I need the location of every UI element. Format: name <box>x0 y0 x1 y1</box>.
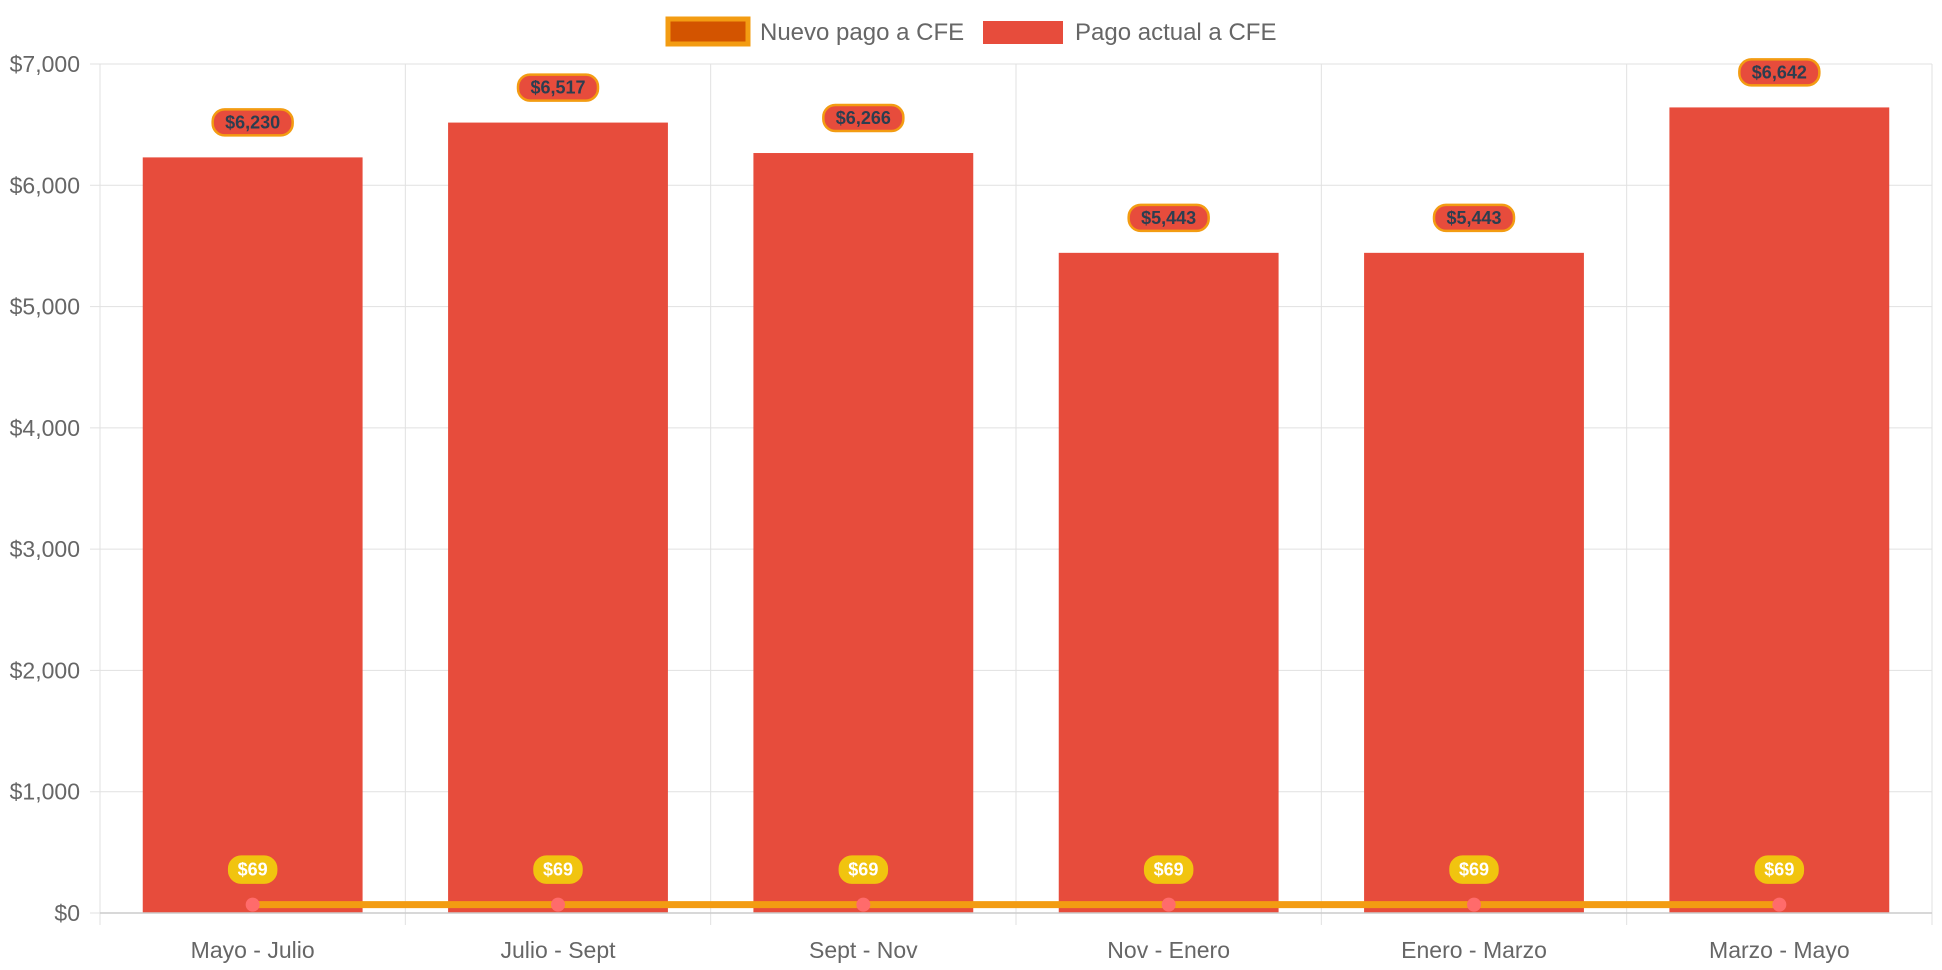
bar-data-label-text: $6,266 <box>836 108 891 128</box>
y-tick-label: $1,000 <box>10 779 80 805</box>
bar-data-label: $5,443 <box>1127 203 1210 233</box>
legend-label-current-payment: Pago actual a CFE <box>1075 19 1276 46</box>
line-data-label-bg <box>1449 855 1499 884</box>
line-data-label-text: $69 <box>848 860 878 880</box>
line-point-new-payment[interactable] <box>245 897 260 912</box>
bar-current-payment[interactable] <box>1669 107 1890 913</box>
bar-data-label: $6,517 <box>516 73 600 102</box>
bar-current-payment[interactable] <box>448 122 668 914</box>
line-data-label: $69 <box>227 855 278 884</box>
x-tick-label: Sept - Nov <box>809 937 918 963</box>
bar-data-label-text: $6,517 <box>530 78 585 98</box>
line-point-new-payment[interactable] <box>1467 897 1481 912</box>
y-tick-label: $5,000 <box>10 294 80 320</box>
bar-current-payment[interactable] <box>1058 252 1279 913</box>
line-data-label: $69 <box>1754 855 1805 884</box>
bar-data-label-bg <box>211 108 294 137</box>
bar-data-label: $5,443 <box>1432 203 1516 233</box>
bar-data-label-bg <box>822 103 905 133</box>
y-tick-label: $6,000 <box>10 172 80 198</box>
line-data-label-text: $69 <box>238 860 268 880</box>
line-data-label: $69 <box>533 855 583 884</box>
line-data-label-text: $69 <box>543 860 573 880</box>
line-data-label-bg <box>838 855 889 884</box>
axes: $0 $1,000 $2,000 $3,000 $4,000 $5,000 $6,000 $7… <box>10 51 1932 963</box>
x-tick-label: Nov - Enero <box>1107 937 1230 963</box>
bar-current-payment[interactable] <box>142 157 363 913</box>
bar-current-payment[interactable] <box>753 153 974 914</box>
bar-data-label-text: $6,642 <box>1752 62 1807 82</box>
bar-data-label-text: $5,443 <box>1446 208 1501 228</box>
bar-data-label-text: $6,230 <box>225 112 280 132</box>
line-data-label-bg <box>1754 855 1805 884</box>
line-data-label-bg <box>533 855 583 884</box>
line-data-label-text: $69 <box>1154 860 1184 880</box>
legend: Nuevo pago a CFE Pago actual a CFE <box>665 16 1276 47</box>
bar-data-label-text: $5,443 <box>1141 208 1196 228</box>
bar-data-label-bg <box>1127 203 1210 233</box>
legend-swatch-current-payment <box>983 21 1063 44</box>
x-tick-label: Marzo - Mayo <box>1709 937 1850 963</box>
line-data-label: $69 <box>838 855 889 884</box>
x-tick-label: Mayo - Julio <box>191 937 315 963</box>
bar-data-label: $6,230 <box>211 108 294 137</box>
bar-data-label-bg <box>516 73 600 102</box>
bar-current-payment[interactable] <box>1364 252 1584 913</box>
y-tick-label: $3,000 <box>10 536 80 562</box>
data-labels: $6,230 $6,517 $6,266 $5,443 $5,443 $6,642 $69 $… <box>211 58 1821 884</box>
legend-item-current-payment[interactable]: Pago actual a CFE <box>983 19 1276 46</box>
line-data-label-bg <box>1143 855 1194 884</box>
y-tick-label: $7,000 <box>10 51 80 77</box>
line-data-label: $69 <box>1449 855 1499 884</box>
line-data-label-text: $69 <box>1459 860 1489 880</box>
bar-data-label-bg <box>1738 58 1821 87</box>
x-tick-label: Julio - Sept <box>500 937 616 963</box>
bar-data-label-bg <box>1432 203 1516 233</box>
y-tick-label: $0 <box>54 900 80 926</box>
legend-swatch-new-payment <box>665 16 751 47</box>
line-point-new-payment[interactable] <box>1161 897 1176 912</box>
bar-data-label: $6,266 <box>822 103 905 133</box>
line-data-label-bg <box>227 855 278 884</box>
grid-lines <box>90 63 1933 925</box>
bar-data-label: $6,642 <box>1738 58 1821 87</box>
line-data-label: $69 <box>1143 855 1194 884</box>
legend-label-new-payment: Nuevo pago a CFE <box>760 19 964 46</box>
x-tick-label: Enero - Marzo <box>1401 937 1547 963</box>
y-tick-label: $2,000 <box>10 657 80 683</box>
line-new-payment <box>245 897 1787 912</box>
bars-current-payment <box>142 107 1890 914</box>
legend-item-new-payment[interactable]: Nuevo pago a CFE <box>665 16 964 47</box>
line-point-new-payment[interactable] <box>856 897 871 912</box>
y-tick-label: $4,000 <box>10 415 80 441</box>
line-data-label-text: $69 <box>1764 860 1794 880</box>
line-point-new-payment[interactable] <box>551 897 565 912</box>
line-point-new-payment[interactable] <box>1772 897 1787 912</box>
